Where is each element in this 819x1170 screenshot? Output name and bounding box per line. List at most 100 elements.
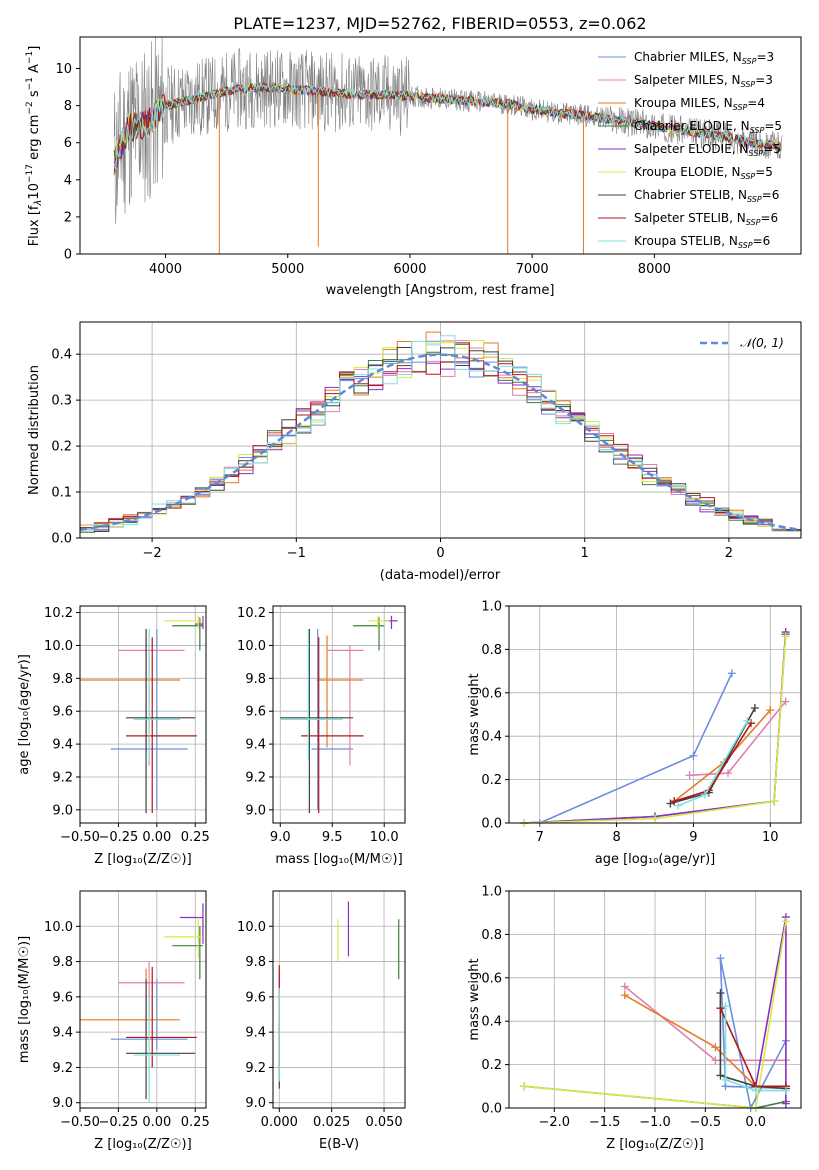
error-bar-point (280, 629, 343, 761)
y-tick-label: 9.4 (245, 738, 266, 753)
y-tick-label: 0 (64, 248, 72, 263)
x-tick-label: 0.025 (313, 1115, 350, 1130)
y-tick-label: 9.8 (245, 672, 266, 687)
legend-series-name: Salpeter ELODIE, N (634, 142, 748, 156)
ticks: −2.0 −1.5 −1.0 −0.5 0.0 0.0 0.2 0.4 0.6 0.8 1.0 (481, 885, 766, 1131)
x-tick-label: 8 (612, 830, 620, 845)
x-tick-label: 6000 (393, 262, 426, 277)
plot-data (278, 901, 400, 1089)
legend-label: Salpeter STELIB, NSSP=6 (634, 211, 778, 227)
legend-subscript: SSP (738, 241, 753, 250)
y-tick-label: 9.4 (52, 738, 73, 753)
x-axis-label: E(B-V) (319, 1137, 359, 1152)
weight-marker (750, 703, 759, 712)
legend-count: =4 (747, 96, 765, 110)
legend-subscript: SSP (741, 80, 756, 89)
weight-marker (685, 771, 694, 780)
error-bar-point (126, 637, 197, 814)
weight-marker (651, 814, 659, 823)
legend-subscript: SSP (750, 126, 765, 135)
legend-count: =6 (753, 234, 771, 248)
legend-count: =5 (764, 119, 782, 133)
y-tick-label: 9.8 (52, 955, 73, 970)
x-tick-label: −0.50 (60, 1115, 100, 1130)
y-tick-label: 9.0 (245, 1096, 266, 1111)
weight-series (716, 1004, 790, 1091)
y-tick-label: 0.6 (481, 971, 502, 986)
legend-subscript: SSP (746, 218, 761, 227)
spectrum-frame (79, 36, 802, 255)
ticks: 9.0 9.5 10.0 9.0 9.2 9.4 9.6 9.8 10.0 10.2 (237, 606, 399, 845)
y-tick-label: 0.0 (481, 817, 502, 832)
ticks: 0.000 0.025 0.050 9.0 9.2 9.4 9.6 9.8 10.0 (237, 920, 403, 1130)
y-tick-label: 9.4 (245, 1026, 266, 1041)
error-bar-point (195, 615, 204, 630)
y-axis-label: age [log₁₀(age/yr)] (17, 654, 32, 775)
massweight-vs-age-panel: 7 8 9 10 0.0 0.2 0.4 0.6 0.8 1.0 age [log₁₀(age/yr… (467, 600, 802, 867)
weight-marker (751, 1086, 760, 1095)
y-tick-label: 0.1 (51, 486, 72, 501)
weight-series (685, 697, 790, 780)
weight-marker (721, 1075, 730, 1084)
x-tick-label: 0.25 (181, 1115, 210, 1130)
weight-marker (770, 797, 779, 806)
y-tick-label: 9.6 (245, 990, 266, 1005)
legend-label: Kroupa STELIB, NSSP=6 (634, 234, 770, 250)
ticks: −0.50−0.25 0.00 0.25 9.0 9.2 9.4 9.6 9.8 10.0 10.… (44, 606, 210, 845)
weight-line (719, 993, 786, 1090)
grid (509, 605, 801, 824)
legend-count: =5 (755, 165, 773, 179)
y-tick-label: 0.4 (481, 730, 502, 745)
x-tick-label: 9.0 (270, 830, 291, 845)
weight-marker (781, 917, 790, 926)
spectrum-title: PLATE=1237, MJD=52762, FIBERID=0553, z=0… (233, 14, 646, 33)
error-bar-point (301, 637, 364, 814)
x-tick-label: 2 (725, 546, 733, 561)
ticks: −0.50−0.25 0.00 0.25 9.0 9.2 9.4 9.6 9.8 10.0 (44, 920, 210, 1130)
axes-frame (79, 605, 207, 824)
error-bar-point (126, 966, 197, 1068)
legend-label: Chabrier STELIB, NSSP=6 (634, 188, 779, 204)
weight-line (724, 1006, 786, 1092)
y-tick-label: 9.2 (245, 1061, 266, 1076)
error-bar-point (126, 629, 196, 814)
spectrum-xlabel: wavelength [Angstrom, rest frame] (326, 283, 555, 298)
x-tick-label: 0.0 (745, 1115, 766, 1130)
error-bar-point (133, 996, 180, 1103)
age-vs-z-panel: −0.50−0.25 0.00 0.25 9.0 9.2 9.4 9.6 9.8 10.0 10.… (17, 605, 210, 867)
y-tick-label: 0.6 (481, 686, 502, 701)
y-tick-label: 10.0 (237, 639, 266, 654)
x-axis-label: mass [log₁₀(M/M☉)] (275, 852, 402, 867)
model-spectrum-line (113, 82, 782, 170)
weight-marker (766, 706, 775, 715)
y-tick-label: 10.2 (237, 606, 266, 621)
legend-series-name: Chabrier ELODIE, N (634, 119, 750, 133)
plot-data (520, 628, 790, 827)
y-tick-label: 9.4 (52, 1026, 73, 1041)
legend-series-name: Chabrier STELIB, N (634, 188, 747, 202)
legend-subscript: SSP (733, 103, 748, 112)
normal-curve-line (79, 353, 802, 532)
weight-marker (620, 982, 629, 991)
y-tick-label: 2 (64, 210, 72, 225)
legend-label: Kroupa MILES, NSSP=4 (634, 96, 765, 112)
axes-frame (272, 890, 406, 1109)
x-axis-label: Z [log₁₀(Z/Z☉)] (94, 1137, 191, 1152)
weight-marker (520, 1082, 529, 1091)
legend-subscript: SSP (748, 149, 763, 158)
weight-marker (781, 1099, 790, 1108)
weight-marker (674, 801, 683, 810)
x-tick-label: 9.5 (322, 830, 343, 845)
x-tick-label: 0 (436, 546, 444, 561)
axes-frame (79, 890, 207, 1109)
error-bar-point (327, 645, 364, 766)
error-bar-point (164, 917, 203, 959)
weight-marker (781, 697, 790, 706)
legend-count: =6 (762, 188, 780, 202)
mass-vs-ebv-panel: 0.000 0.025 0.050 9.0 9.2 9.4 9.6 9.8 10.0 E(B-V) (237, 890, 406, 1152)
y-tick-label: 10.2 (44, 606, 73, 621)
weight-marker (724, 769, 732, 778)
x-tick-label: 10.0 (370, 830, 399, 845)
